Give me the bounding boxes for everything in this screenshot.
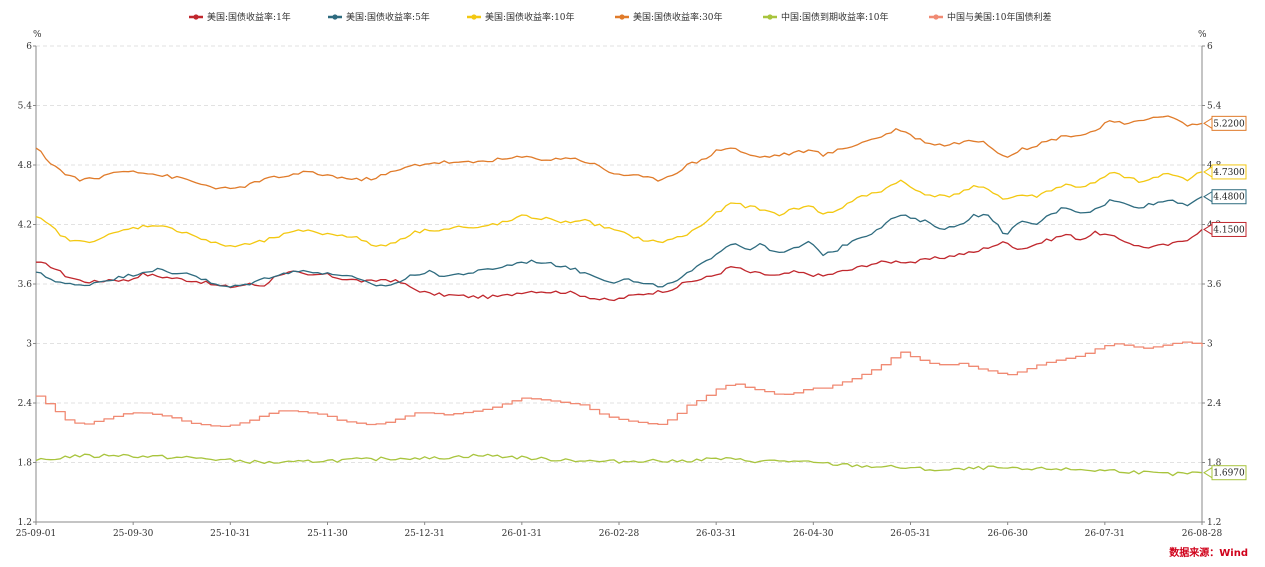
legend-marker — [619, 14, 625, 20]
legend-item: 美国:国债收益率:5年 — [328, 11, 430, 23]
x-tick-label: 26-05-31 — [890, 529, 930, 539]
x-tick-label: 25-12-31 — [404, 529, 444, 539]
end-label-value: 4.4800 — [1213, 193, 1245, 203]
left-y-tick-label: 1.2 — [18, 518, 32, 528]
end-label-box — [1211, 115, 1247, 131]
x-tick-label: 25-09-01 — [16, 529, 56, 539]
legend-label: 美国:国债收益率:10年 — [485, 11, 575, 23]
left-y-tick-label: 3.6 — [18, 280, 33, 290]
end-value-label: 4.1500 — [1203, 221, 1247, 237]
left-y-tick-label: 2.4 — [18, 399, 33, 409]
x-tick-label: 26-06-30 — [987, 529, 1028, 539]
left-y-tick-label: 6 — [26, 42, 32, 52]
series-line — [35, 453, 1203, 477]
end-value-label: 4.7300 — [1203, 164, 1247, 180]
right-y-tick-label: 3 — [1207, 340, 1213, 350]
legend-marker — [332, 14, 338, 20]
right-y-tick-label: 2.4 — [1207, 399, 1222, 409]
legend-marker — [471, 14, 477, 20]
end-label-value: 1.6970 — [1213, 469, 1245, 479]
legend-item: 中国:国债到期收益率:10年 — [763, 11, 889, 23]
right-y-tick-label: 3.6 — [1207, 280, 1222, 290]
legend-label: 美国:国债收益率:1年 — [207, 11, 291, 23]
legend-label: 美国:国债收益率:5年 — [346, 11, 430, 23]
left-y-tick-label: 1.8 — [18, 459, 33, 469]
end-label-box — [1211, 465, 1247, 481]
series-lines — [35, 115, 1203, 477]
end-label-box — [1211, 189, 1247, 205]
left-y-tick-label: 4.2 — [18, 221, 32, 231]
end-label-pointer — [1203, 190, 1213, 203]
end-label-box — [1211, 164, 1247, 180]
end-label-value: 4.1500 — [1213, 225, 1245, 235]
x-tick-label: 26-04-30 — [793, 529, 834, 539]
series-line — [35, 229, 1203, 302]
end-label-value: 4.7300 — [1213, 168, 1245, 178]
legend-label: 美国:国债收益率:30年 — [633, 11, 723, 23]
left-y-unit: % — [33, 30, 42, 40]
left-y-tick-label: 4.8 — [18, 161, 33, 171]
series-line — [35, 115, 1203, 190]
axes: % % 1.21.21.81.82.42.4333.63.64.24.24.84… — [16, 30, 1223, 539]
end-value-label: 5.2200 — [1203, 115, 1247, 131]
legend-item: 美国:国债收益率:1年 — [189, 11, 291, 23]
x-tick-label: 26-02-28 — [599, 529, 640, 539]
source-note: 数据来源：Wind — [1169, 546, 1248, 559]
legend-label: 中国与美国:10年国债利差 — [947, 11, 1052, 23]
end-label-box — [1211, 221, 1247, 237]
end-value-label: 4.4800 — [1203, 189, 1247, 205]
x-tick-label: 25-10-31 — [210, 529, 250, 539]
left-y-tick-label: 3 — [26, 340, 32, 350]
legend-marker — [933, 14, 939, 20]
series-line — [35, 196, 1203, 288]
left-y-tick-label: 5.4 — [18, 102, 33, 112]
x-tick-label: 26-01-31 — [502, 529, 542, 539]
legend-marker — [767, 14, 773, 20]
legend-marker — [193, 14, 199, 20]
x-tick-label: 25-11-30 — [307, 529, 348, 539]
series-line — [35, 171, 1203, 248]
end-label-value: 5.2200 — [1213, 119, 1245, 129]
right-y-unit: % — [1198, 30, 1207, 40]
end-label-pointer — [1203, 117, 1213, 130]
end-label-pointer — [1203, 466, 1213, 479]
x-tick-label: 25-09-30 — [113, 529, 154, 539]
right-y-tick-label: 5.4 — [1207, 102, 1222, 112]
x-tick-label: 26-07-31 — [1085, 529, 1125, 539]
legend-item: 美国:国债收益率:10年 — [467, 11, 575, 23]
legend: 美国:国债收益率:1年 美国:国债收益率:5年 美国:国债收益率:10年 美国:国债收… — [189, 11, 1052, 23]
right-y-tick-label: 1.2 — [1207, 518, 1221, 528]
legend-item: 中国与美国:10年国债利差 — [929, 11, 1052, 23]
legend-label: 中国:国债到期收益率:10年 — [781, 11, 889, 23]
right-y-tick-label: 1.8 — [1207, 459, 1222, 469]
series-line — [36, 341, 1203, 428]
end-value-label: 1.6970 — [1203, 465, 1247, 481]
grid-lines — [36, 45, 1202, 463]
legend-item: 美国:国债收益率:30年 — [615, 11, 723, 23]
right-y-tick-label: 6 — [1207, 42, 1213, 52]
end-labels: 4.1500 4.4800 4.7300 5.2200 1.6970 — [1203, 115, 1247, 481]
x-tick-label: 26-08-28 — [1182, 529, 1223, 539]
x-tick-label: 26-03-31 — [696, 529, 736, 539]
